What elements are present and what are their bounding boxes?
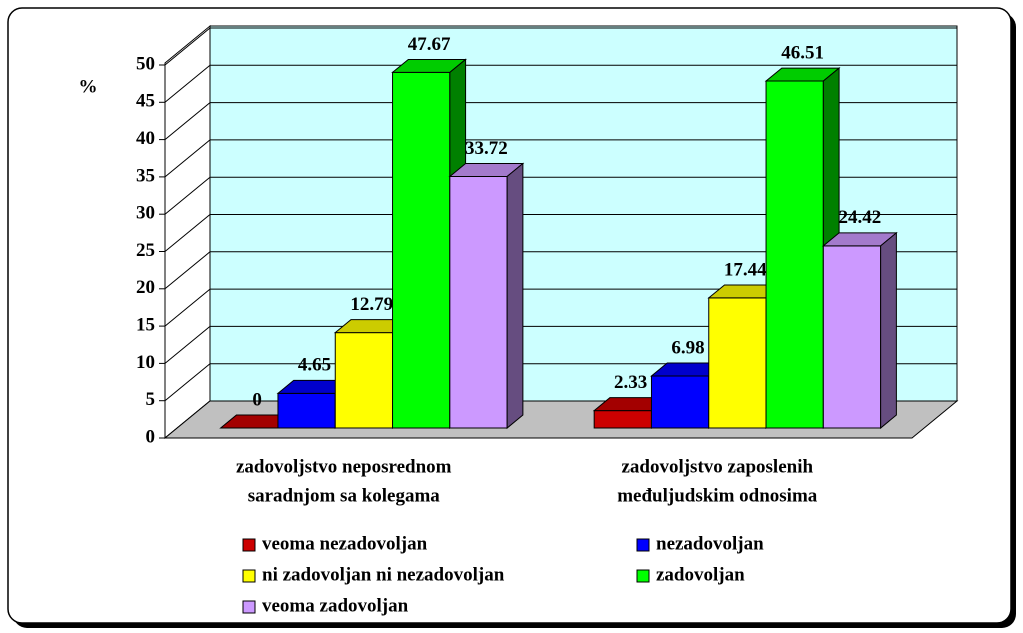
bar-front bbox=[392, 71, 451, 429]
y-tick-label: 5 bbox=[146, 389, 156, 410]
y-tick-label: 0 bbox=[146, 426, 156, 447]
value-label: 17.44 bbox=[724, 259, 767, 280]
bar-front bbox=[593, 410, 652, 429]
bar-front bbox=[650, 375, 710, 429]
value-label: 6.98 bbox=[671, 337, 704, 358]
legend-swatch bbox=[242, 569, 256, 583]
bar-front bbox=[822, 245, 882, 429]
bar-front bbox=[334, 332, 394, 429]
y-tick-label: 50 bbox=[136, 53, 155, 74]
y-tick-label: 15 bbox=[136, 314, 155, 335]
grid-line bbox=[164, 64, 957, 103]
bar-front bbox=[765, 80, 824, 429]
value-label: 33.72 bbox=[465, 138, 508, 159]
bar-side bbox=[880, 231, 897, 430]
y-tick-label: 40 bbox=[136, 128, 155, 149]
grid-line bbox=[164, 139, 957, 178]
grid-line bbox=[164, 176, 957, 215]
legend-swatch bbox=[636, 538, 650, 552]
value-label: 4.65 bbox=[298, 355, 331, 376]
value-label: 47.67 bbox=[408, 34, 451, 55]
grid-line bbox=[164, 27, 957, 66]
bar bbox=[448, 162, 525, 430]
bar bbox=[821, 231, 898, 430]
grid-line bbox=[164, 102, 957, 140]
bar-front bbox=[708, 297, 767, 429]
legend-label: zadovoljan bbox=[656, 564, 745, 585]
y-tick-label: 25 bbox=[136, 240, 155, 261]
value-label: 2.33 bbox=[614, 372, 647, 393]
legend-label: veoma nezadovoljan bbox=[262, 533, 428, 554]
side-wall bbox=[164, 24, 211, 440]
value-label: 24.42 bbox=[838, 207, 881, 228]
x-tick-label: zadovoljstvo neposrednom bbox=[236, 456, 452, 477]
y-tick-label: 45 bbox=[136, 91, 155, 112]
legend-swatch bbox=[636, 569, 650, 583]
legend-label: veoma zadovoljan bbox=[262, 595, 409, 616]
x-tick-label: saradnjom sa kolegama bbox=[248, 485, 441, 506]
legend-swatch bbox=[242, 538, 256, 552]
y-tick-label: 35 bbox=[136, 165, 155, 186]
x-tick-label: međuljudskim odnosima bbox=[617, 485, 818, 506]
value-label: 0 bbox=[252, 389, 262, 410]
grid-line bbox=[164, 214, 957, 252]
x-tick-label: zadovoljstvo zaposlenih bbox=[621, 456, 813, 477]
y-axis-label: % bbox=[79, 76, 98, 97]
y-tick-label: 10 bbox=[136, 352, 155, 373]
bar-front bbox=[449, 175, 508, 429]
value-label: 46.51 bbox=[781, 42, 824, 63]
grid-line bbox=[164, 251, 957, 290]
value-label: 12.79 bbox=[350, 294, 393, 315]
legend-label: ni zadovoljan ni nezadovoljan bbox=[262, 564, 505, 585]
grid-line bbox=[164, 288, 957, 327]
legend-label: nezadovoljan bbox=[656, 533, 764, 554]
grid-line bbox=[164, 325, 957, 364]
bar-front bbox=[277, 392, 336, 429]
bar-side bbox=[506, 162, 524, 430]
legend-swatch bbox=[242, 600, 256, 614]
y-tick-label: 30 bbox=[136, 203, 155, 224]
y-tick-label: 20 bbox=[136, 277, 155, 298]
